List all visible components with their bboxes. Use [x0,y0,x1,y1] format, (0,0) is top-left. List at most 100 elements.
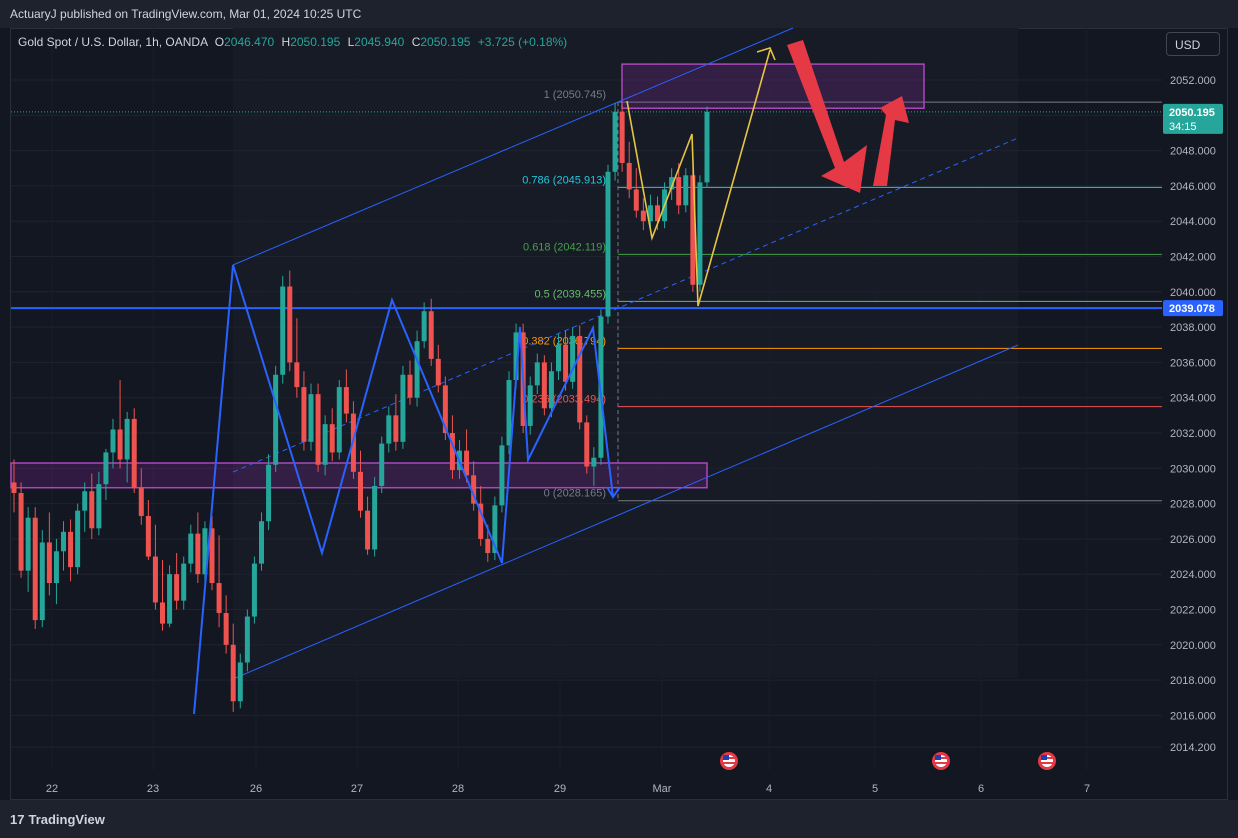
candle [577,325,583,430]
candle-body [541,362,547,409]
us-flag-event-icon[interactable] [1038,752,1056,770]
candle [534,353,540,395]
candle [315,383,321,472]
time-tick-label: 28 [452,783,464,795]
price-tag-bg [1163,103,1223,134]
candle-body [301,387,307,442]
symbol-title[interactable]: Gold Spot / U.S. Dollar, 1h, OANDA [18,35,208,49]
candle [435,344,441,393]
candle-body [527,385,533,426]
countdown-label: 34:15 [1169,121,1197,133]
candle-body [478,503,484,539]
us-flag-event-icon[interactable] [720,752,738,770]
candle [230,623,236,712]
candle [160,560,165,631]
channel[interactable] [232,27,1019,680]
currency-button[interactable]: USD [1166,32,1220,56]
supply-zone[interactable] [621,63,925,109]
publish-bar: ActuaryJ published on TradingView.com, M… [0,0,1238,28]
economic-events[interactable] [720,752,1056,770]
candle-body [655,205,660,222]
candle [690,170,696,292]
candle-body [82,491,88,511]
fibonacci-retracement[interactable]: 1 (2050.745) 0.786 (2045.913) 0.618 (2042.… [11,89,1162,502]
candle [612,102,618,181]
channel-lower-line[interactable] [232,344,1019,680]
candle [548,362,554,418]
candle [393,394,399,451]
us-flag-event-icon[interactable] [932,752,950,770]
candle [53,538,59,605]
candle-body [32,517,38,621]
price-axis[interactable]: 2052.0002050.0002048.0002046.0002044.000… [1170,75,1216,754]
price-tick-label: 2014.200 [1170,742,1216,754]
price-tick-label: 2052.000 [1170,75,1216,87]
candle [527,376,533,435]
price-tick-label: 2024.000 [1170,569,1216,581]
red-up-arrow[interactable] [873,96,909,186]
blue-zigzag-arrowhead [606,486,621,499]
yellow-projection-path[interactable] [626,49,771,307]
tradingview-brand[interactable]: 17 TradingView [10,812,105,827]
candle-body [697,182,703,285]
candle [131,408,137,494]
candle-body [167,574,173,624]
candle [181,556,187,610]
candle-body [202,528,208,575]
candle-body [343,387,349,414]
candle-body [407,374,413,398]
candle [449,415,455,479]
candle [32,507,38,629]
candle [251,556,257,624]
flag-canton [935,755,941,760]
candle-body [53,551,59,584]
candle [152,524,158,610]
candle-body [647,205,653,222]
candle-body [46,542,52,584]
high-label: H [281,35,291,49]
candle-body [414,341,420,398]
fib-level-label: 0.786 (2045.913) [522,174,606,186]
price-tag-value: 2050.195 [1169,107,1215,119]
candle-body [280,286,286,375]
candle-body [174,574,180,601]
candle-body [506,380,512,446]
time-tick-label: 26 [250,783,262,795]
time-tick-label: 6 [978,783,984,795]
candle [379,436,385,494]
flag-canton [1041,755,1047,760]
candle-body [216,583,222,614]
candle [697,175,703,292]
candle-body [117,429,123,460]
price-chart[interactable]: 1 (2050.745) 0.786 (2045.913) 0.618 (2042.… [0,0,1238,800]
price-tick-label: 2048.000 [1170,146,1216,158]
blue-zigzag[interactable] [193,264,614,715]
red-down-arrow[interactable] [787,40,867,193]
candle [400,365,406,449]
candle [471,461,477,511]
high-value: 2050.195 [290,35,341,49]
candle-body [181,563,187,601]
candle-body [145,515,151,557]
candle-body [393,415,399,442]
price-tick-label: 2016.000 [1170,710,1216,722]
flag-stripe [1041,762,1053,764]
price-tick-label: 2026.000 [1170,534,1216,546]
fib-level-label: 1 (2050.745) [544,89,606,101]
candle [329,408,335,462]
channel-upper-line[interactable] [232,27,794,266]
candle-body [322,424,328,465]
candle-body [259,521,264,564]
time-axis[interactable]: 22 23 26 27 28 29 Mar 4 5 6 7 [46,783,1090,795]
candle [570,327,576,389]
candle [117,380,123,469]
candle [174,553,180,610]
candle-body [103,452,109,485]
candle-body [605,171,611,317]
candle [676,162,682,215]
channel-mid-line[interactable] [232,137,1019,473]
price-tick-label: 2030.000 [1170,463,1216,475]
candle [68,519,74,582]
candle [619,104,625,172]
drawings[interactable] [193,40,909,715]
